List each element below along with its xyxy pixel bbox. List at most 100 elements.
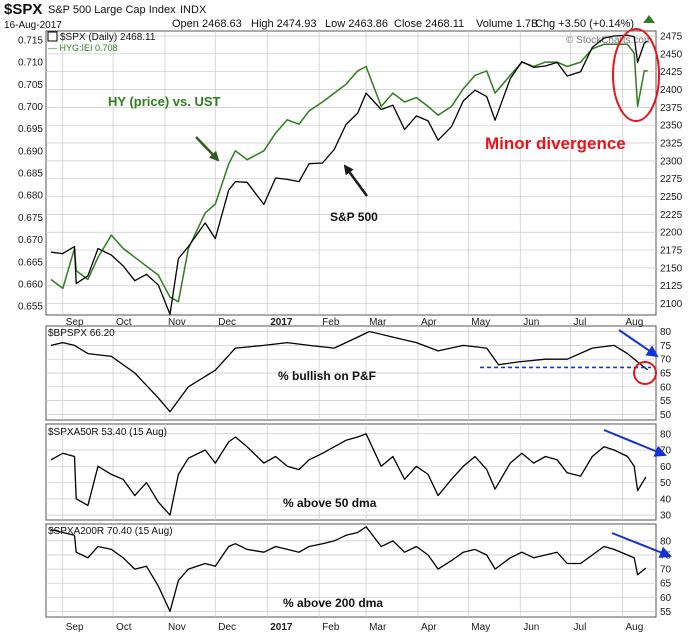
y-tick-label: 2350 bbox=[660, 121, 683, 132]
x-tick-label-top: Feb bbox=[322, 317, 340, 328]
x-tick-label-bottom: Dec bbox=[218, 622, 236, 633]
y-tick-label-left: 0.705 bbox=[18, 80, 43, 91]
y-tick-label: 80 bbox=[660, 536, 672, 547]
divergence-circle bbox=[612, 28, 660, 122]
y-tick-label: 2450 bbox=[660, 49, 683, 60]
y-tick-label: 2125 bbox=[660, 281, 683, 292]
y-tick-label: 60 bbox=[660, 593, 672, 604]
bpspx-annotation: % bullish on P&F bbox=[278, 369, 376, 383]
grid-lines bbox=[46, 31, 656, 617]
x-tick-label-bottom: Apr bbox=[421, 622, 437, 633]
y-tick-label-left: 0.695 bbox=[18, 124, 43, 135]
y-tick-label: 2150 bbox=[660, 263, 683, 274]
y-tick-label-left: 0.685 bbox=[18, 169, 43, 180]
chart-header: $SPX S&P 500 Large Cap Index INDX 16-Aug… bbox=[4, 1, 655, 46]
y-tick-label: 65 bbox=[660, 579, 672, 590]
y-tick-label-left: 0.715 bbox=[18, 35, 43, 46]
series-lines bbox=[50, 34, 651, 613]
y-tick-label: 50 bbox=[660, 478, 672, 489]
bpspx-line bbox=[50, 330, 648, 413]
x-tick-label-top: May bbox=[471, 317, 490, 328]
divergence-annotation: Minor divergence bbox=[485, 134, 626, 153]
exchange-label: INDX bbox=[180, 4, 207, 16]
price-panel-frame bbox=[45, 30, 657, 316]
y-tick-label: 2225 bbox=[660, 210, 683, 221]
x-tick-label-bottom: Mar bbox=[369, 622, 387, 633]
high-value: High 2474.93 bbox=[251, 18, 316, 30]
y-tick-label-left: 0.675 bbox=[18, 213, 43, 224]
hy-annotation: HY (price) vs. UST bbox=[108, 94, 221, 109]
x-tick-label-top: Jun bbox=[523, 317, 539, 328]
hyg-legend-dash: — bbox=[48, 43, 60, 53]
x-tick-label-bottom: Feb bbox=[322, 622, 340, 633]
y-tick-label: 75 bbox=[660, 341, 672, 352]
y-tick-label-left: 0.665 bbox=[18, 257, 43, 268]
spxa200r-annotation: % above 200 dma bbox=[283, 596, 383, 610]
x-tick-label-top: Jul bbox=[574, 317, 587, 328]
y-tick-label: 70 bbox=[660, 446, 672, 457]
x-tick-label-top: Aug bbox=[625, 317, 643, 328]
x-tick-label-top: Oct bbox=[116, 317, 132, 328]
x-tick-label-bottom: Aug bbox=[625, 622, 643, 633]
y-tick-label: 30 bbox=[660, 511, 672, 522]
watermark: © StockCharts.com bbox=[566, 35, 652, 46]
y-tick-label: 80 bbox=[660, 429, 672, 440]
y-tick-label-left: 0.660 bbox=[18, 279, 43, 290]
open-value: Open 2468.63 bbox=[172, 18, 242, 30]
y-tick-label: 55 bbox=[660, 396, 672, 407]
change-value: Chg +3.50 (+0.14%) bbox=[535, 18, 634, 30]
spxa200r-legend: $SPXA200R 70.40 (15 Aug) bbox=[48, 526, 173, 537]
y-tick-label: 2325 bbox=[660, 139, 683, 150]
volume-value: Volume 1.7B bbox=[476, 18, 538, 30]
y-tick-label-left: 0.670 bbox=[18, 235, 43, 246]
spx-legend-label: $SPX (Daily) 2468.11 bbox=[60, 32, 156, 43]
spxa200r-trend-arrow bbox=[611, 532, 672, 558]
hyg-iei-line bbox=[50, 43, 648, 303]
y-tick-label-left: 0.655 bbox=[18, 302, 43, 313]
y-tick-label: 2100 bbox=[660, 299, 683, 310]
x-tick-label-top: Nov bbox=[168, 317, 186, 328]
spx-arrow bbox=[343, 164, 369, 197]
y-tick-label-left: 0.680 bbox=[18, 191, 43, 202]
y-tick-label: 2425 bbox=[660, 67, 683, 78]
hyg-legend-text: HYG:IEI 0.708 bbox=[60, 43, 118, 53]
y-tick-label: 2375 bbox=[660, 103, 683, 114]
close-value: Close 2468.11 bbox=[394, 18, 464, 30]
y-tick-label: 2300 bbox=[660, 156, 683, 167]
y-tick-label-left: 0.710 bbox=[18, 58, 43, 69]
hyg-legend-label: — HYG:IEI 0.708 bbox=[48, 43, 118, 53]
spxa50r-panel-frame bbox=[45, 423, 657, 521]
axis-ticks: 2475 2450 2425 2400 2375 2350 2325 2300 2275 2250… bbox=[18, 31, 683, 633]
spx-annotation: S&P 500 bbox=[330, 210, 378, 224]
spxa200r-line bbox=[50, 526, 647, 613]
y-tick-label-left: 0.700 bbox=[18, 102, 43, 113]
spxa200r-panel-frame bbox=[45, 523, 657, 618]
bpspx-trend-arrow bbox=[618, 329, 659, 358]
x-tick-label-bottom: Jul bbox=[574, 622, 587, 633]
x-tick-label-bottom: Nov bbox=[168, 622, 186, 633]
y-tick-label: 65 bbox=[660, 369, 672, 380]
low-value: Low 2463.86 bbox=[325, 18, 388, 30]
x-tick-label-bottom: May bbox=[471, 622, 490, 633]
x-tick-label-top: Apr bbox=[421, 317, 437, 328]
spxa50r-line bbox=[50, 433, 647, 516]
spxa50r-legend: $SPXA50R 53.40 (15 Aug) bbox=[48, 427, 167, 438]
y-tick-label: 55 bbox=[660, 607, 672, 618]
bpspx-legend: $BPSPX 66.20 bbox=[48, 328, 115, 339]
bpspx-circle bbox=[633, 361, 657, 385]
x-tick-label-top: Sep bbox=[66, 317, 84, 328]
y-tick-label: 2400 bbox=[660, 85, 683, 96]
x-tick-label-bottom: Oct bbox=[116, 622, 132, 633]
y-tick-label: 60 bbox=[660, 382, 672, 393]
y-tick-label: 70 bbox=[660, 565, 672, 576]
spxa50r-trend-arrow bbox=[603, 429, 667, 457]
y-tick-label: 60 bbox=[660, 462, 672, 473]
spx-price-line bbox=[50, 34, 648, 315]
y-tick-label: 2200 bbox=[660, 228, 683, 239]
x-tick-label-bottom: Sep bbox=[66, 622, 84, 633]
y-tick-label: 40 bbox=[660, 494, 672, 505]
y-tick-label: 2275 bbox=[660, 174, 683, 185]
price-legend: $SPX (Daily) 2468.11 — HYG:IEI 0.708 bbox=[47, 31, 156, 53]
y-tick-label: 2475 bbox=[660, 31, 683, 42]
